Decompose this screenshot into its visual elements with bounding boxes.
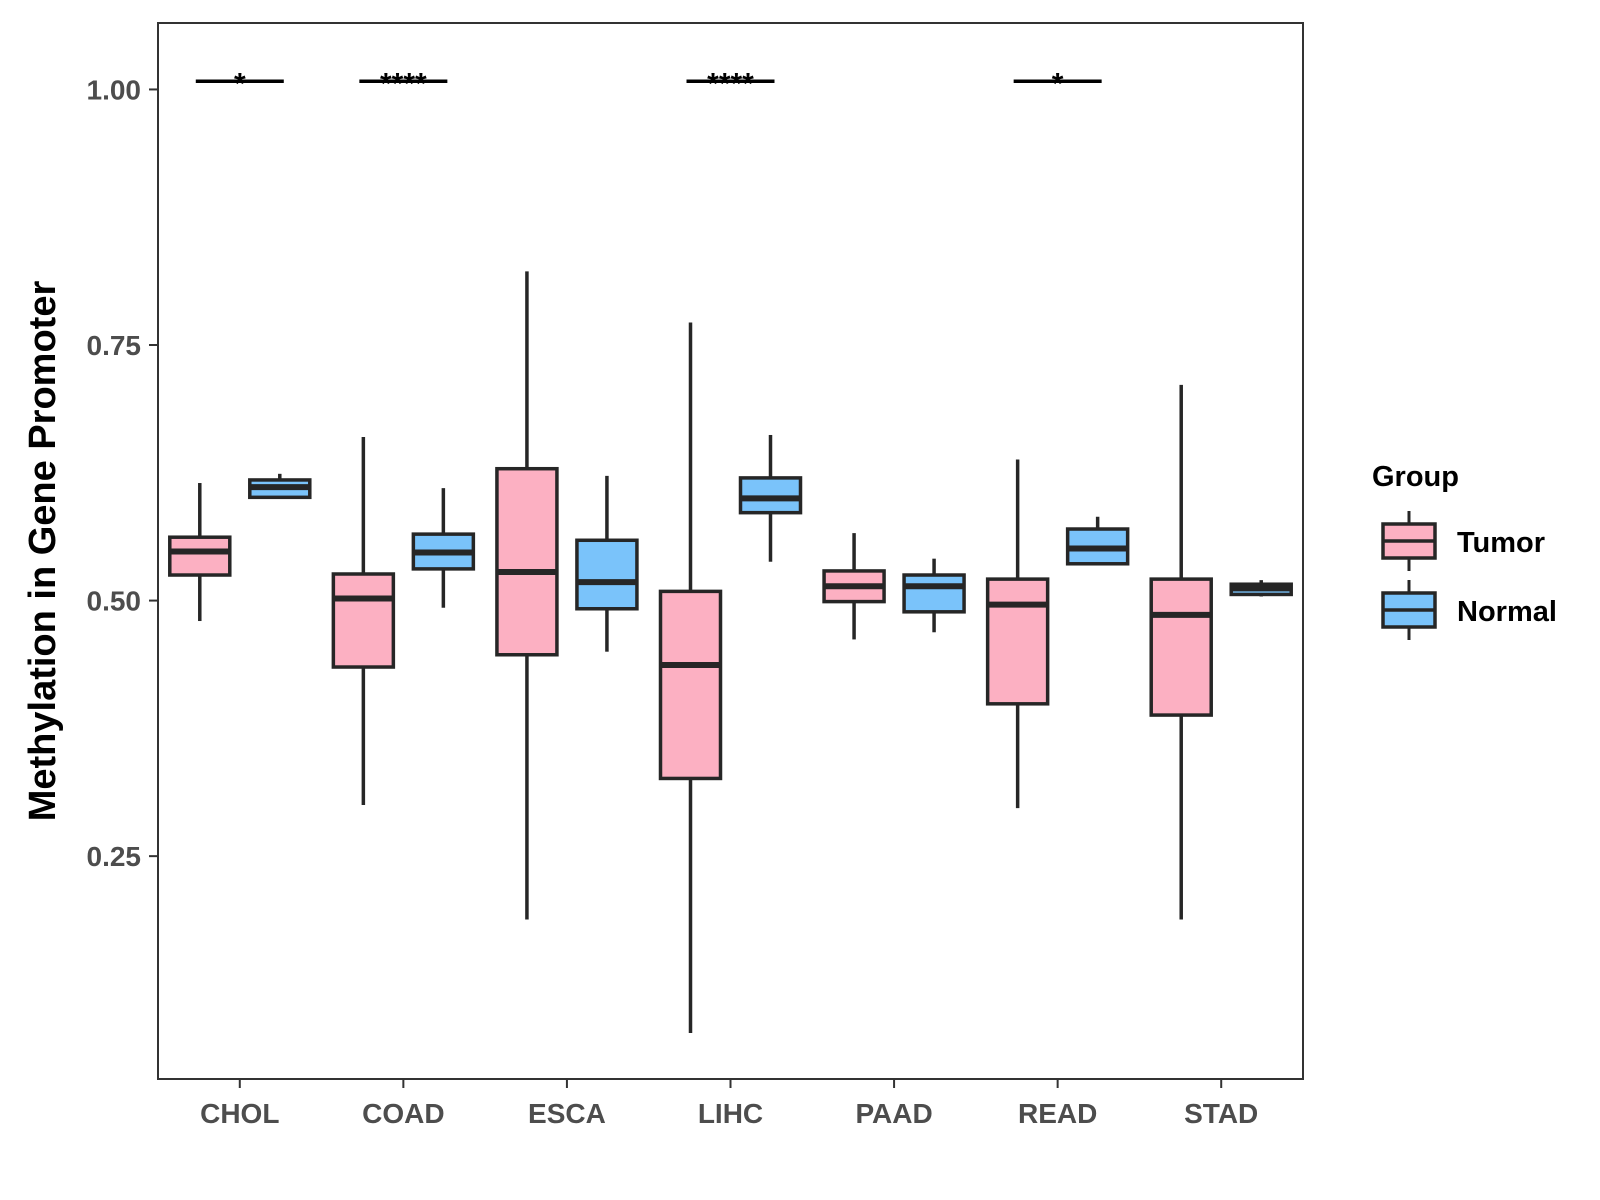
normal-lihc-box xyxy=(738,476,803,515)
significance-label-chol: * xyxy=(234,67,246,100)
significance-label-read: * xyxy=(1052,67,1064,100)
x-tick-label-read: READ xyxy=(1018,1098,1097,1129)
legend: Group Tumor Normal xyxy=(1372,461,1557,640)
x-tick-label-stad: STAD xyxy=(1184,1098,1258,1129)
x-axis: CHOL COAD ESCA LIHC PAAD READ STAD xyxy=(200,1079,1258,1129)
tumor-chol-box xyxy=(168,535,232,577)
x-tick-label-esca: ESCA xyxy=(528,1098,606,1129)
y-tick-label: 0.75 xyxy=(87,330,142,361)
significance-annotations: * **** **** * xyxy=(195,67,1102,100)
y-tick-label: 0.50 xyxy=(87,586,142,617)
x-tick-label-paad: PAAD xyxy=(855,1098,932,1129)
tumor-lihc-box xyxy=(658,589,723,781)
y-axis-title: Methylation in Gene Promoter xyxy=(22,281,64,822)
plot-panel xyxy=(157,22,1304,1080)
x-tick-label-coad: COAD xyxy=(362,1098,444,1129)
y-tick-label: 1.00 xyxy=(87,74,142,105)
legend-label-normal: Normal xyxy=(1457,596,1557,628)
normal-esca-box xyxy=(575,538,639,611)
tumor-esca-box xyxy=(495,466,559,657)
normal-paad-box xyxy=(902,573,966,614)
legend-title: Group xyxy=(1372,461,1459,493)
tumor-coad-box xyxy=(331,572,396,669)
y-tick-label: 0.25 xyxy=(87,841,142,872)
significance-label-lihc: **** xyxy=(707,67,754,100)
tumor-read-box xyxy=(985,577,1050,706)
tumor-stad-box xyxy=(1149,577,1213,717)
boxes-layer xyxy=(168,271,1293,1033)
significance-label-coad: **** xyxy=(380,67,427,100)
x-tick-label-lihc: LIHC xyxy=(698,1098,763,1129)
y-axis: 0.25 0.50 0.75 1.00 xyxy=(87,74,158,872)
x-tick-label-chol: CHOL xyxy=(200,1098,279,1129)
legend-label-tumor: Tumor xyxy=(1457,527,1545,559)
